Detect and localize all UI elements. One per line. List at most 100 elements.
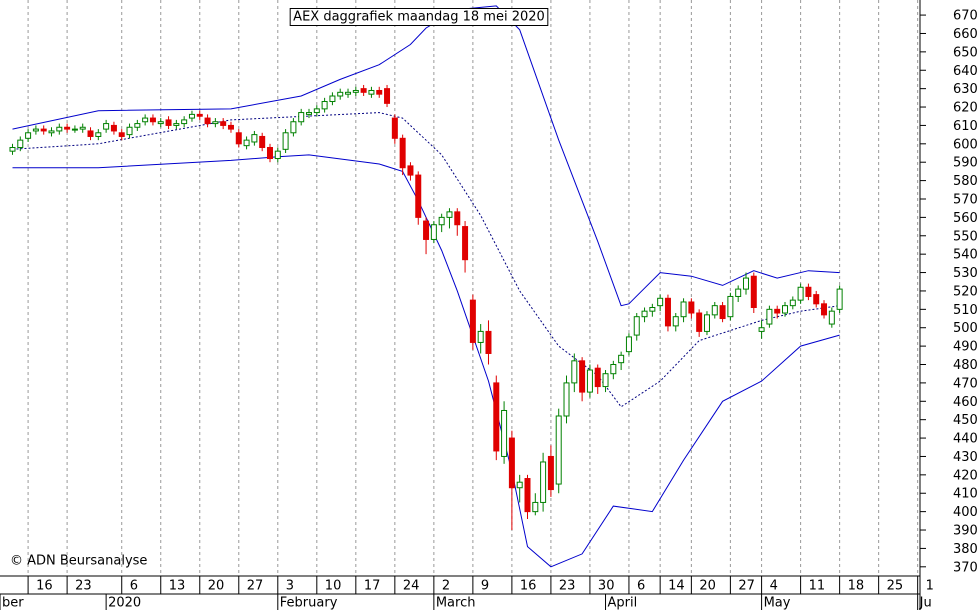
x-tick-label: 30 <box>598 579 615 594</box>
x-tick-label: 17 <box>364 579 381 594</box>
candle-body <box>329 95 336 103</box>
y-tick-label: 560 <box>953 211 978 226</box>
month-label: April <box>608 596 638 610</box>
candle-body <box>48 130 55 134</box>
candle-body <box>563 382 570 417</box>
candle-body <box>641 310 648 318</box>
candle-body <box>142 117 149 123</box>
candle-body <box>204 117 211 125</box>
candle-body <box>719 305 726 320</box>
candle-body <box>462 226 469 261</box>
candle-body <box>321 101 328 110</box>
month-label: May <box>764 596 791 610</box>
candle-body <box>56 126 63 132</box>
candle-body <box>345 91 352 95</box>
candle-body <box>391 117 398 139</box>
candle-body <box>399 137 406 169</box>
candle-body <box>711 305 718 316</box>
candle-body <box>360 88 367 93</box>
candle-body <box>789 299 796 307</box>
candle-body <box>118 132 125 137</box>
candle-body <box>337 91 344 97</box>
x-tick-label: 10 <box>325 579 342 594</box>
y-tick-label: 410 <box>953 487 978 502</box>
candle-body <box>415 174 422 218</box>
y-tick-label: 570 <box>953 192 978 207</box>
candle-body <box>266 146 273 160</box>
candle-body <box>633 316 640 336</box>
y-tick-label: 480 <box>953 358 978 373</box>
candle-body <box>828 310 835 325</box>
copyright: © ADN Beursanalyse <box>10 554 147 569</box>
candle-body <box>368 89 375 95</box>
candle-body <box>774 308 781 314</box>
candle-body <box>547 455 554 491</box>
x-tick-label: 14 <box>668 579 685 594</box>
candle-body <box>649 306 656 312</box>
y-tick-label: 550 <box>953 229 978 244</box>
candle-body <box>524 478 531 513</box>
month-label: Ju <box>919 596 932 610</box>
x-tick-label: 9 <box>481 579 489 594</box>
x-tick-label: 25 <box>887 579 904 594</box>
candle-body <box>196 113 203 117</box>
candle-body <box>618 354 625 364</box>
month-label: 2020 <box>108 596 141 610</box>
x-tick-label: 6 <box>130 579 138 594</box>
y-tick-label: 610 <box>953 119 978 134</box>
candle-body <box>25 132 32 139</box>
x-tick-label: 23 <box>559 579 576 594</box>
month-label: ber <box>2 596 24 610</box>
candle-body <box>805 286 812 297</box>
candle-body <box>571 360 578 384</box>
candle-body <box>290 121 297 134</box>
candle-body <box>313 108 320 114</box>
y-tick-label: 530 <box>953 266 978 281</box>
candle-body <box>501 409 508 457</box>
x-tick-label: 11 <box>809 579 826 594</box>
candle-body <box>71 128 78 131</box>
bollinger-bands <box>12 5 840 568</box>
x-tick-label: 2 <box>442 579 450 594</box>
candle-body <box>750 275 757 308</box>
band-line <box>12 5 840 307</box>
candle-body <box>508 437 515 489</box>
y-tick-label: 460 <box>953 395 978 410</box>
candle-body <box>298 112 305 123</box>
y-tick-label: 420 <box>953 468 978 483</box>
candle-body <box>758 327 765 332</box>
candle-body <box>134 123 141 128</box>
candle-body <box>212 121 219 125</box>
y-tick-label: 390 <box>953 524 978 539</box>
candle-body <box>594 367 601 388</box>
candle-body <box>274 150 281 160</box>
candle-body <box>727 295 734 318</box>
candle-body <box>251 134 258 143</box>
candle-body <box>32 128 39 132</box>
candle-body <box>680 301 687 318</box>
y-tick-label: 670 <box>953 9 978 24</box>
candle-body <box>813 294 820 305</box>
y-tick-label: 640 <box>953 64 978 79</box>
candle-body <box>165 119 172 126</box>
x-tick-label: 16 <box>36 579 53 594</box>
candle-body <box>602 373 609 388</box>
candle-body <box>352 89 359 93</box>
y-tick-label: 450 <box>953 413 978 428</box>
y-tick-label: 370 <box>953 560 978 575</box>
band-line <box>12 154 840 568</box>
candle-body <box>220 121 227 126</box>
candle-body <box>540 461 547 503</box>
x-tick-label: 16 <box>520 579 537 594</box>
candle-body <box>555 415 562 485</box>
x-tick-label: 23 <box>75 579 92 594</box>
y-tick-label: 470 <box>953 376 978 391</box>
candle-body <box>157 121 164 125</box>
candle-body <box>797 286 804 301</box>
candle-body <box>821 303 828 316</box>
candle-body <box>384 88 391 104</box>
month-label: March <box>436 596 476 610</box>
